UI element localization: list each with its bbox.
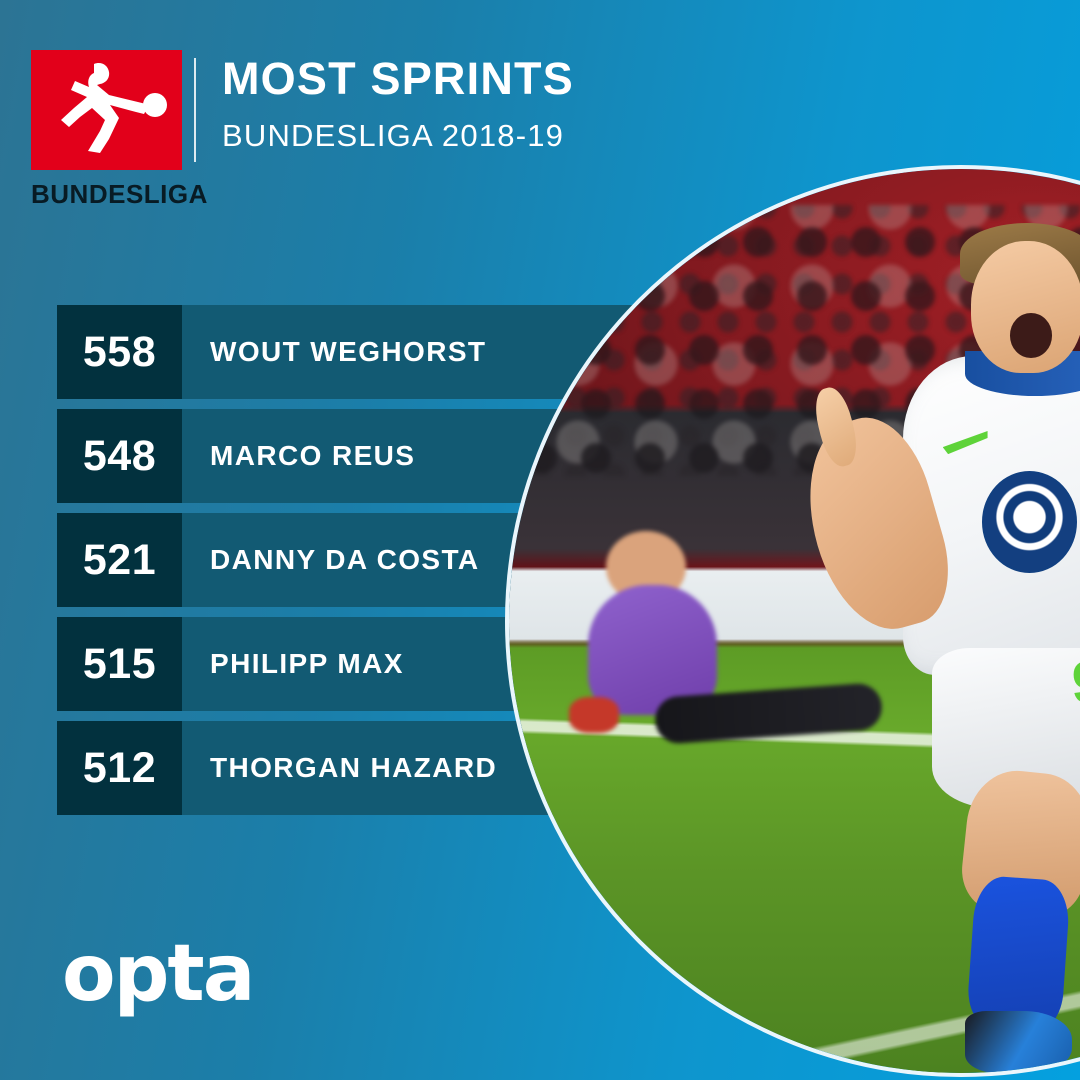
celebrating-player: 9 [780, 205, 1080, 1073]
header-text: MOST SPRINTS BUNDESLIGA 2018-19 [222, 56, 574, 151]
bundesliga-logo-icon [31, 50, 182, 170]
sprint-value: 512 [57, 721, 182, 815]
opta-logo: opta [62, 929, 255, 1019]
sprint-value: 515 [57, 617, 182, 711]
opta-wordmark: opta [62, 929, 255, 1019]
sprint-value: 548 [57, 409, 182, 503]
sprint-value: 558 [57, 305, 182, 399]
sprint-value: 521 [57, 513, 182, 607]
bundesliga-wordmark: BUNDESLIGA [31, 179, 208, 209]
background-goalkeeper [563, 530, 885, 766]
header-divider [194, 58, 196, 162]
page-subtitle: BUNDESLIGA 2018-19 [222, 118, 565, 153]
page-title: MOST SPRINTS [222, 53, 574, 104]
bundesliga-logo: BUNDESLIGA [31, 50, 208, 210]
